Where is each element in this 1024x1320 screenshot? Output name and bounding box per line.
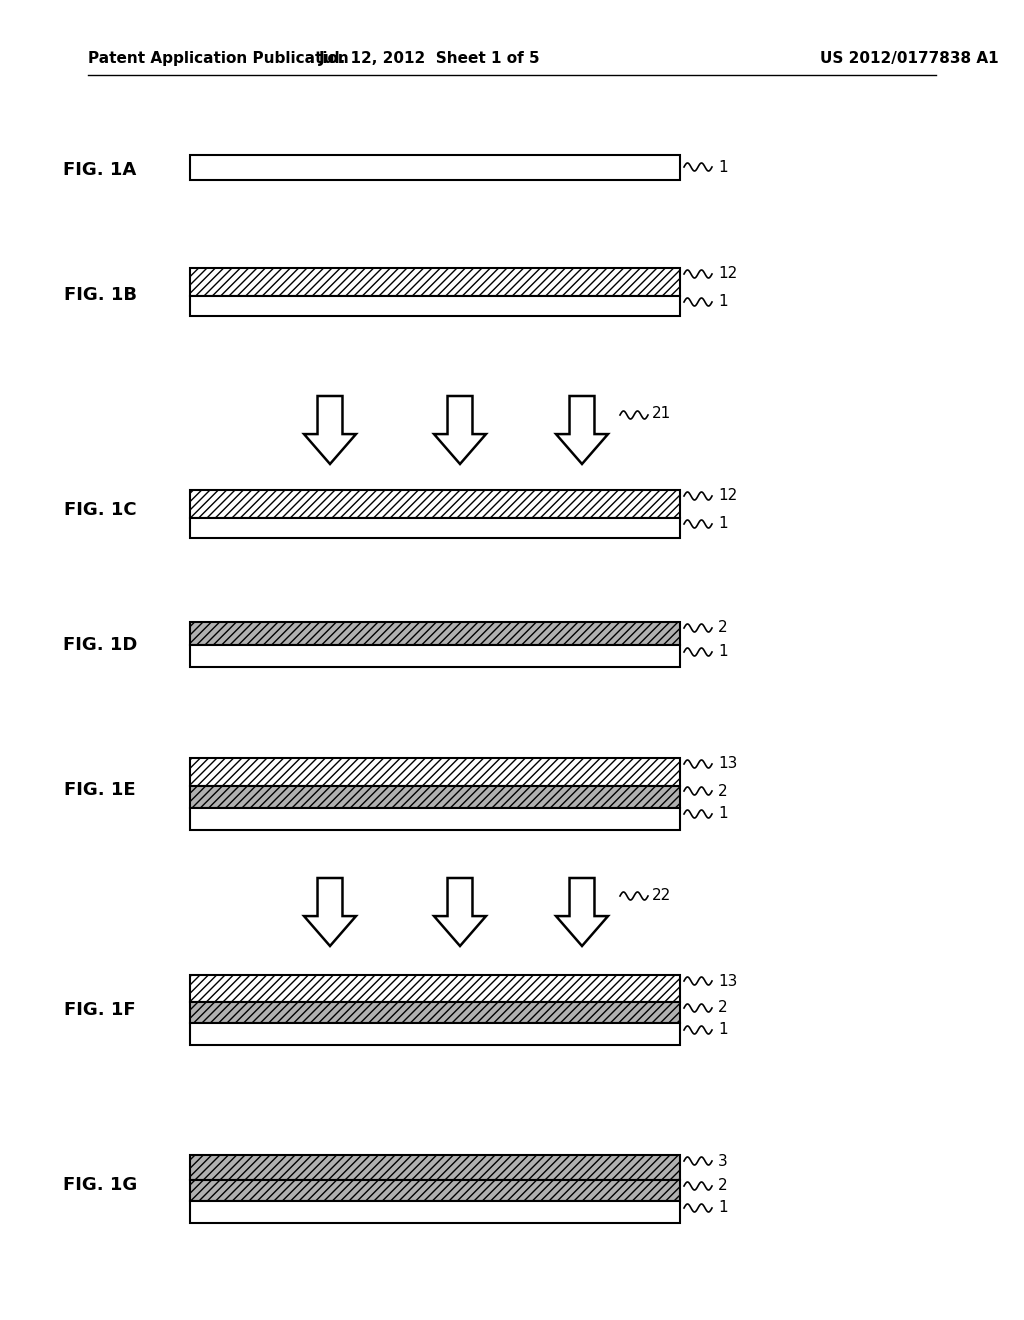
Bar <box>190 490 680 517</box>
Text: 12: 12 <box>718 267 737 281</box>
Bar <box>190 975 680 1002</box>
Bar <box>190 645 680 667</box>
Text: 13: 13 <box>718 974 737 989</box>
Bar <box>190 1155 680 1180</box>
Text: 2: 2 <box>718 1179 728 1193</box>
Text: 1: 1 <box>718 807 728 821</box>
Bar <box>190 1002 680 1023</box>
Polygon shape <box>304 878 356 946</box>
Bar <box>190 1201 680 1224</box>
Bar <box>190 268 680 296</box>
Bar <box>190 785 680 808</box>
Text: 1: 1 <box>718 644 728 660</box>
Polygon shape <box>304 396 356 465</box>
Text: 2: 2 <box>718 620 728 635</box>
Bar <box>190 622 680 645</box>
Bar <box>190 154 680 180</box>
Bar <box>190 1180 680 1201</box>
Text: FIG. 1F: FIG. 1F <box>65 1001 136 1019</box>
Text: 1: 1 <box>718 1023 728 1038</box>
Polygon shape <box>434 396 486 465</box>
Bar <box>190 975 680 1002</box>
Bar <box>190 758 680 785</box>
Bar <box>190 490 680 517</box>
Bar <box>190 296 680 315</box>
Bar <box>190 622 680 645</box>
Text: 13: 13 <box>718 756 737 771</box>
Text: 22: 22 <box>652 887 672 903</box>
Polygon shape <box>556 878 608 946</box>
Text: 3: 3 <box>718 1154 728 1168</box>
Text: 1: 1 <box>718 1200 728 1216</box>
Text: Jul. 12, 2012  Sheet 1 of 5: Jul. 12, 2012 Sheet 1 of 5 <box>319 50 541 66</box>
Text: FIG. 1A: FIG. 1A <box>63 161 136 180</box>
Bar <box>190 268 680 296</box>
Bar <box>190 517 680 539</box>
Bar <box>190 1155 680 1180</box>
Text: FIG. 1C: FIG. 1C <box>63 502 136 519</box>
Bar <box>190 1002 680 1023</box>
Text: FIG. 1B: FIG. 1B <box>63 286 136 304</box>
Polygon shape <box>434 878 486 946</box>
Text: 2: 2 <box>718 784 728 799</box>
Bar <box>190 785 680 808</box>
Text: 1: 1 <box>718 294 728 309</box>
Polygon shape <box>556 396 608 465</box>
Text: FIG. 1E: FIG. 1E <box>65 781 136 799</box>
Bar <box>190 808 680 830</box>
Text: 21: 21 <box>652 407 672 421</box>
Text: FIG. 1D: FIG. 1D <box>62 636 137 653</box>
Bar <box>190 1023 680 1045</box>
Text: US 2012/0177838 A1: US 2012/0177838 A1 <box>820 50 998 66</box>
Text: 2: 2 <box>718 1001 728 1015</box>
Text: 12: 12 <box>718 488 737 503</box>
Text: 1: 1 <box>718 160 728 174</box>
Bar <box>190 1180 680 1201</box>
Text: 1: 1 <box>718 516 728 532</box>
Bar <box>190 758 680 785</box>
Text: FIG. 1G: FIG. 1G <box>62 1176 137 1195</box>
Text: Patent Application Publication: Patent Application Publication <box>88 50 349 66</box>
